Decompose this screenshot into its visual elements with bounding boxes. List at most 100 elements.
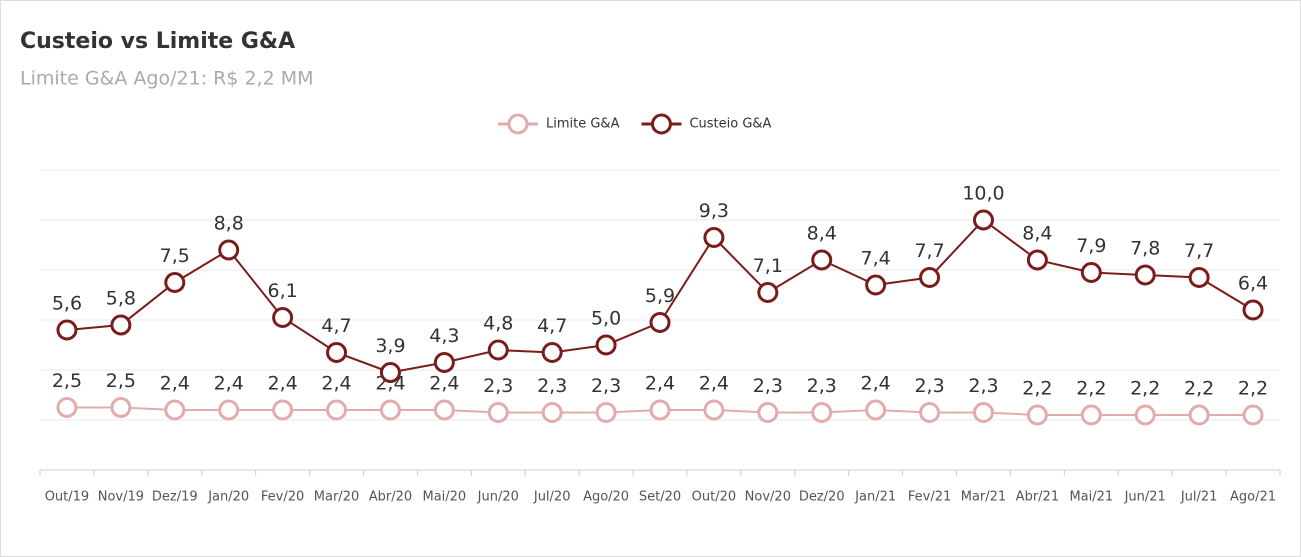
x-tick-label: Mai/21 [1069, 490, 1113, 505]
data-label: 5,0 [591, 308, 621, 330]
x-tick-label: Jul/21 [1180, 490, 1218, 505]
x-tick-label: Jun/21 [1124, 490, 1166, 505]
point [1134, 264, 1156, 286]
data-label: 9,3 [699, 200, 729, 222]
data-label: 6,4 [1238, 273, 1268, 295]
x-tick-label: Mar/21 [961, 490, 1006, 505]
point [218, 399, 240, 421]
point [541, 402, 563, 423]
x-tick-label: Nov/19 [98, 490, 144, 505]
point [1188, 404, 1210, 426]
x-tick-label: Mar/20 [314, 490, 359, 505]
point [541, 342, 563, 363]
point [326, 399, 348, 421]
point [272, 307, 294, 328]
data-label: 2,4 [214, 373, 244, 395]
x-tick-label: Jun/20 [477, 490, 519, 505]
data-label: 2,3 [537, 375, 567, 397]
data-label: 2,2 [1238, 378, 1268, 400]
x-tick-label: Dez/19 [152, 490, 198, 505]
data-label: 4,3 [429, 325, 459, 347]
point [487, 402, 509, 423]
x-tick-label: Jan/20 [207, 490, 249, 505]
point [1080, 262, 1102, 283]
point [1242, 299, 1264, 321]
x-tick-label: Ago/21 [1230, 490, 1276, 505]
data-label: 6,1 [267, 280, 297, 302]
data-label: 7,5 [160, 245, 190, 267]
data-label: 10,0 [962, 183, 1004, 205]
point [919, 267, 941, 288]
data-label: 2,4 [321, 373, 351, 395]
data-label: 2,3 [753, 375, 783, 397]
point [1134, 404, 1156, 426]
data-label: 2,4 [645, 373, 675, 395]
data-label: 2,4 [160, 373, 190, 395]
data-label: 2,5 [106, 370, 136, 392]
point [56, 397, 78, 418]
data-label: 2,2 [1130, 378, 1160, 400]
data-label: 5,6 [52, 293, 82, 315]
point [164, 399, 186, 421]
point [865, 399, 887, 421]
x-tick-label: Abr/21 [1016, 490, 1059, 505]
data-label: 2,2 [1184, 378, 1214, 400]
legend-marker [507, 113, 529, 135]
point [218, 239, 240, 261]
point [1242, 404, 1264, 426]
data-label: 2,4 [861, 373, 891, 395]
point [811, 249, 833, 271]
data-label: 2,3 [968, 375, 998, 397]
point [56, 319, 78, 341]
x-tick-label: Out/20 [692, 490, 737, 505]
point [595, 334, 617, 356]
data-label: 2,3 [914, 375, 944, 397]
point [487, 339, 509, 361]
data-label: 5,8 [106, 288, 136, 310]
data-label: 2,2 [1022, 378, 1052, 400]
point [1188, 267, 1210, 288]
x-tick-label: Jul/20 [533, 490, 571, 505]
data-label: 3,9 [375, 335, 405, 357]
data-label: 7,7 [1184, 240, 1214, 262]
point [919, 402, 941, 423]
data-label: 8,8 [214, 213, 244, 235]
x-tick-label: Set/20 [639, 490, 681, 505]
data-label: 2,3 [483, 375, 513, 397]
point [433, 399, 455, 421]
point [865, 274, 887, 296]
data-label: 7,1 [753, 255, 783, 277]
data-label: 7,4 [861, 248, 891, 270]
x-tick-label: Nov/20 [745, 490, 791, 505]
point [972, 402, 994, 423]
x-tick-label: Fev/20 [261, 490, 304, 505]
point [326, 342, 348, 363]
point [164, 272, 186, 293]
point [110, 397, 132, 418]
point [595, 402, 617, 423]
point [1080, 404, 1102, 426]
data-label: 7,9 [1076, 235, 1106, 257]
data-label: 4,8 [483, 313, 513, 335]
data-label: 4,7 [321, 315, 351, 337]
point [649, 312, 671, 333]
point [110, 314, 132, 336]
point [757, 282, 779, 303]
point [1026, 404, 1048, 426]
point [703, 227, 725, 248]
data-label: 2,4 [699, 373, 729, 395]
legend-label: Custeio G&A [689, 117, 771, 132]
x-tick-label: Dez/20 [799, 490, 845, 505]
data-label: 2,4 [429, 373, 459, 395]
point [972, 209, 994, 231]
x-tick-label: Jan/21 [854, 490, 896, 505]
point [272, 399, 294, 421]
data-label: 5,9 [645, 285, 675, 307]
legend-label: Limite G&A [546, 117, 620, 132]
chart-subtitle: Limite G&A Ago/21: R$ 2,2 MM [20, 68, 313, 90]
point [379, 399, 401, 421]
point [811, 402, 833, 423]
x-tick-label: Mai/20 [422, 490, 466, 505]
